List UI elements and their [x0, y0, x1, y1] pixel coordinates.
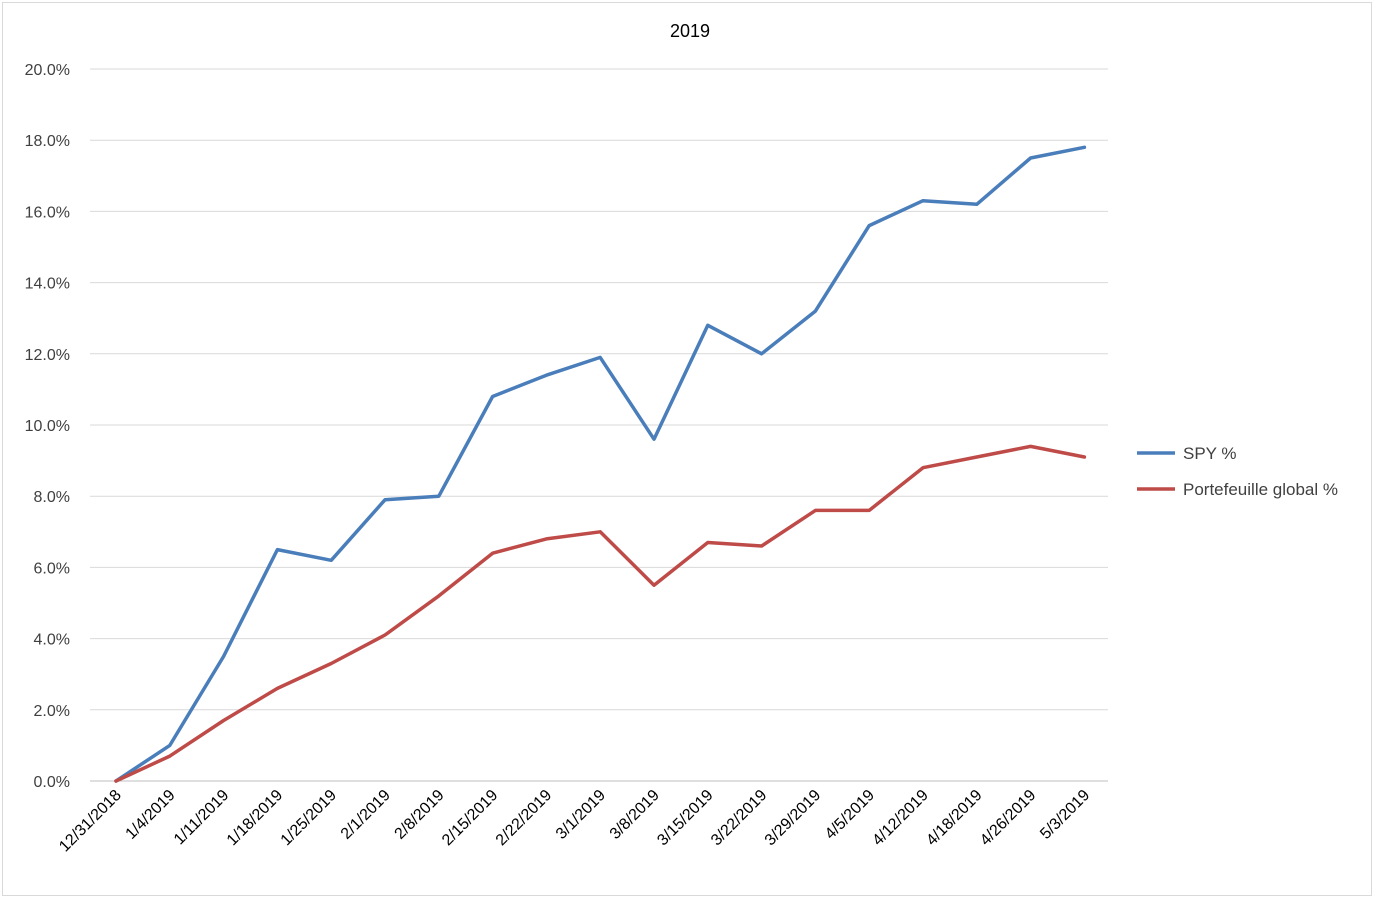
series-line-2: [114, 444, 1087, 783]
y-tick-label: 16.0%: [25, 204, 70, 221]
y-tick-label: 12.0%: [25, 347, 70, 364]
y-tick-label: 18.0%: [25, 133, 70, 150]
gridlines: [90, 68, 1108, 711]
y-axis-ticks: 0.0% 2.0% 4.0% 6.0% 8.0% 10.0% 12.0% 14.0% 16.0%…: [25, 62, 70, 791]
y-tick-label: 2.0%: [34, 703, 70, 720]
x-tick-label: 3/15/2019: [654, 787, 716, 849]
x-tick-label: 4/18/2019: [923, 787, 985, 849]
series-line-1: [114, 145, 1087, 783]
x-tick-label: 3/1/2019: [553, 787, 609, 843]
legend-label: SPY %: [1183, 444, 1237, 463]
x-tick-label: 4/26/2019: [977, 787, 1039, 849]
y-tick-label: 6.0%: [34, 560, 70, 577]
x-axis-ticks: 12/31/20181/4/20191/11/20191/18/20191/25…: [56, 787, 1093, 856]
x-tick-label: 4/12/2019: [869, 787, 931, 849]
y-tick-label: 8.0%: [34, 489, 70, 506]
x-tick-label: 2/22/2019: [493, 787, 555, 849]
y-tick-label: 10.0%: [25, 418, 70, 435]
x-tick-label: 1/4/2019: [123, 787, 179, 843]
x-tick-label: 1/11/2019: [171, 787, 233, 849]
y-tick-label: 0.0%: [34, 774, 70, 791]
x-tick-label: 3/8/2019: [607, 787, 663, 843]
x-tick-label: 5/3/2019: [1037, 787, 1093, 843]
legend-label: Portefeuille global %: [1183, 480, 1338, 499]
x-tick-label: 12/31/2018: [56, 787, 125, 856]
x-tick-label: 3/22/2019: [708, 787, 770, 849]
x-tick-label: 3/29/2019: [762, 787, 824, 849]
y-tick-label: 20.0%: [25, 62, 70, 79]
y-tick-label: 14.0%: [25, 276, 70, 293]
x-tick-label: 4/5/2019: [822, 787, 878, 843]
x-tick-label: 2/8/2019: [392, 787, 448, 843]
x-tick-label: 2/1/2019: [338, 787, 394, 843]
legend: SPY % Portefeuille global %: [1137, 444, 1338, 499]
x-tick-label: 1/25/2019: [278, 787, 340, 849]
x-tick-label: 1/18/2019: [224, 787, 286, 849]
series-lines: [114, 145, 1087, 783]
x-tick-label: 2/15/2019: [439, 787, 501, 849]
y-tick-label: 4.0%: [34, 632, 70, 649]
chart-title: 2019: [670, 21, 710, 41]
